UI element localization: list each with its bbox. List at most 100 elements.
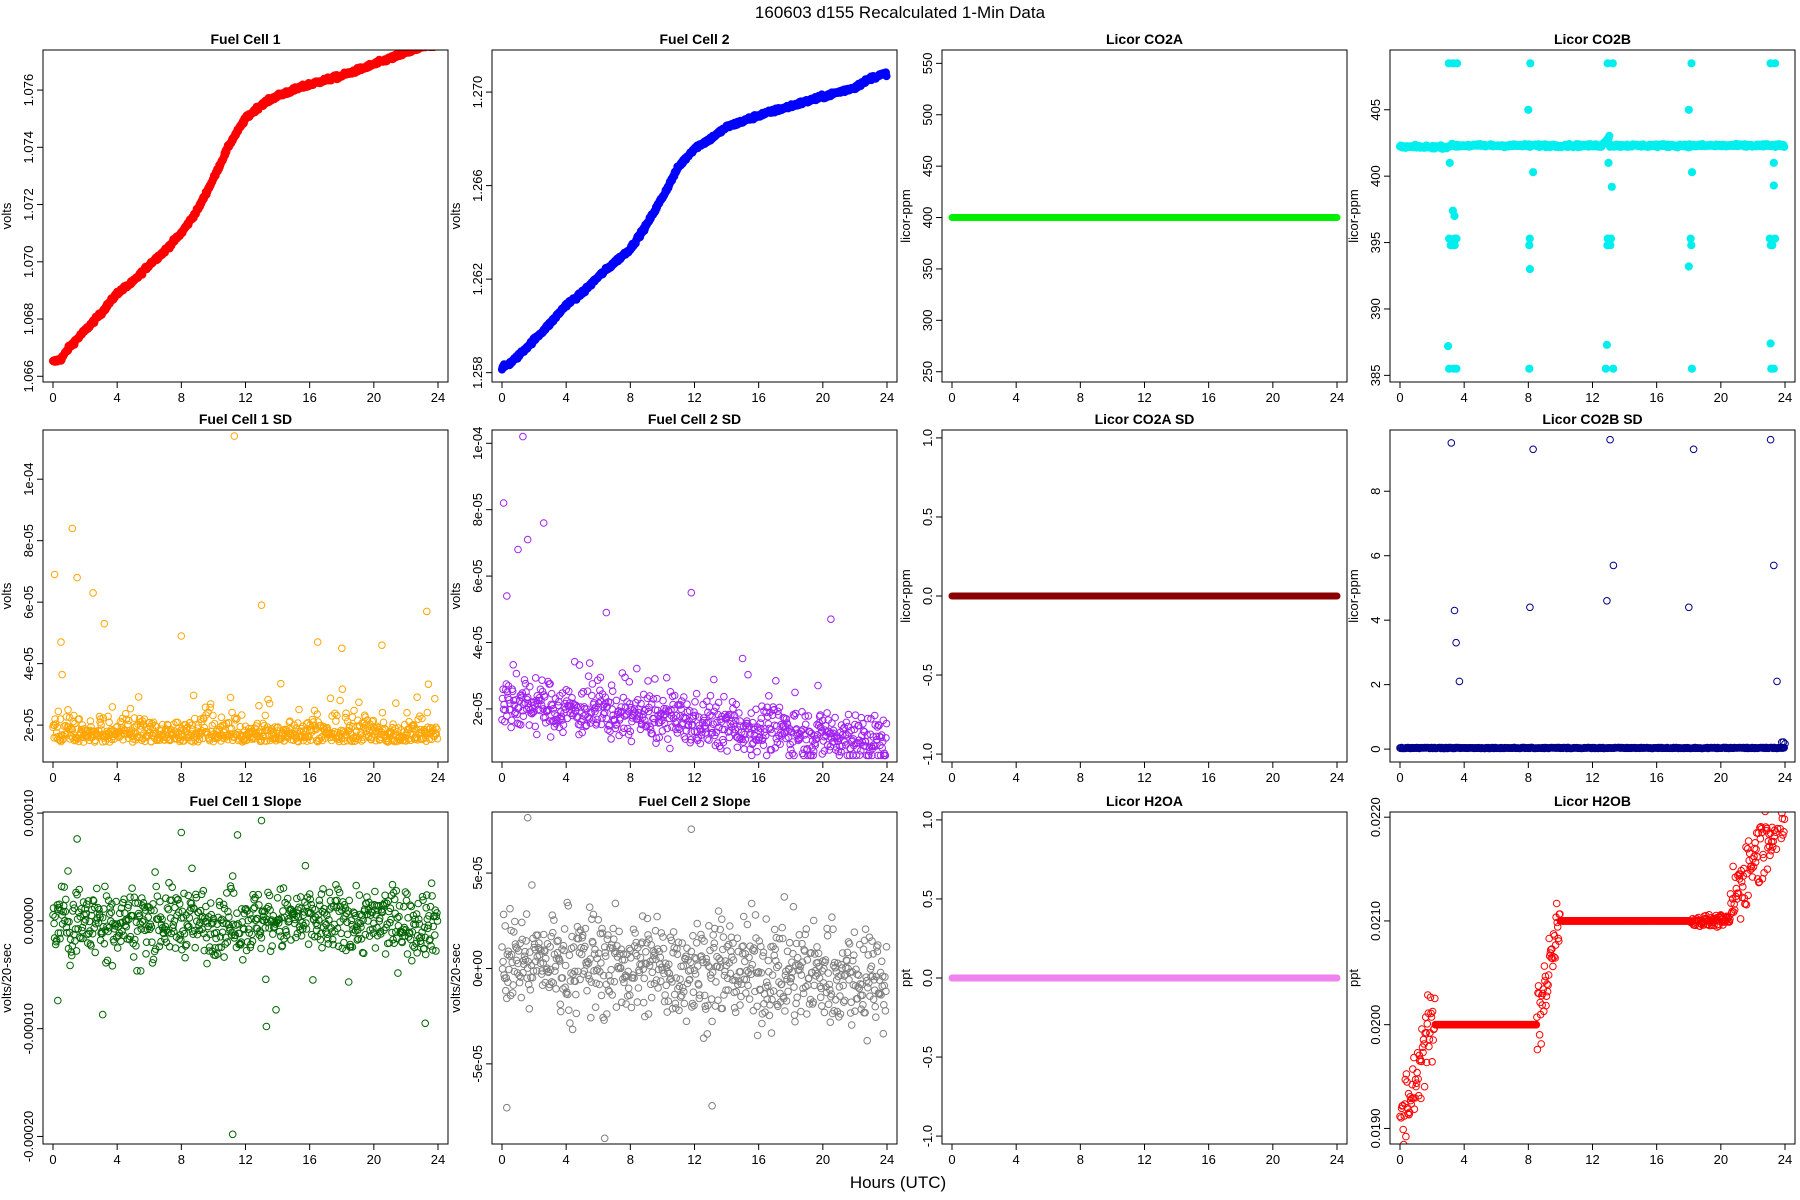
data-point — [257, 944, 265, 953]
data-point — [282, 928, 290, 936]
data-point — [787, 745, 795, 754]
x-tick-label: 4 — [563, 390, 570, 405]
x-tick-label: 0 — [948, 770, 955, 785]
data-point — [620, 712, 629, 720]
data-point — [184, 723, 192, 731]
data-point — [168, 883, 176, 892]
data-point — [1605, 131, 1614, 140]
data-point — [393, 914, 402, 922]
data-point — [865, 751, 873, 760]
data-point — [677, 705, 685, 713]
outlier-point — [1604, 158, 1613, 167]
data-point — [433, 909, 441, 917]
data-point — [184, 923, 192, 931]
data-point — [424, 924, 432, 933]
outlier-point — [313, 638, 322, 646]
data-point — [806, 728, 814, 736]
data-point — [398, 938, 407, 947]
data-point — [625, 678, 634, 686]
data-point — [206, 899, 215, 907]
data-point — [1779, 738, 1788, 746]
y-tick-label: 400 — [1368, 165, 1383, 187]
data-point — [380, 899, 389, 907]
data-point — [425, 912, 433, 920]
data-point — [662, 673, 671, 682]
data-point — [506, 991, 515, 1000]
data-point — [359, 916, 367, 925]
y-tick-label: 8 — [1368, 488, 1383, 495]
outlier-point — [687, 588, 696, 597]
y-tick-label: 0 — [1368, 745, 1383, 752]
data-point — [395, 902, 404, 910]
data-point — [392, 699, 400, 708]
x-tick-label: 24 — [431, 390, 445, 405]
data-point — [646, 722, 654, 731]
data-point — [186, 718, 194, 727]
y-tick-label: 500 — [920, 104, 935, 126]
data-point — [264, 902, 273, 911]
outlier-point — [1769, 364, 1778, 373]
data-point — [343, 918, 351, 927]
y-tick-label: 450 — [920, 155, 935, 177]
data-point — [294, 737, 303, 746]
data-point — [427, 942, 435, 950]
outlier-point — [1768, 241, 1777, 250]
x-tick-label: 12 — [238, 1152, 252, 1167]
data-point — [842, 718, 851, 727]
data-point — [313, 710, 322, 719]
data-point — [786, 740, 795, 749]
data-point — [223, 889, 231, 897]
data-point — [369, 929, 378, 938]
outlier-point — [1525, 234, 1534, 243]
data-point — [685, 707, 694, 715]
data-point — [545, 717, 554, 725]
outlier-point — [602, 608, 611, 617]
data-point — [227, 931, 236, 940]
data-point — [651, 675, 659, 683]
data-point — [195, 735, 204, 744]
data-point — [279, 884, 288, 892]
outlier-point — [1525, 241, 1534, 250]
data-point — [556, 691, 564, 700]
data-point — [414, 899, 423, 908]
data-point — [400, 923, 409, 932]
x-tick-label: 16 — [302, 1152, 316, 1167]
data-point — [84, 897, 93, 905]
data-point — [734, 733, 742, 742]
y-tick-label: 0.5 — [920, 508, 935, 526]
data-point — [124, 720, 132, 729]
data-point — [575, 661, 584, 669]
data-point — [161, 935, 169, 943]
data-point — [767, 725, 775, 734]
data-point — [388, 880, 397, 889]
data-point — [413, 693, 421, 702]
outlier-point — [1687, 168, 1697, 177]
data-point — [402, 896, 411, 905]
data-point — [277, 914, 286, 922]
data-point — [357, 737, 366, 745]
data-point — [340, 901, 349, 909]
outlier-point — [1687, 59, 1696, 68]
data-point — [508, 989, 517, 997]
data-point — [174, 895, 182, 904]
data-point — [423, 41, 430, 48]
data-point — [426, 41, 433, 48]
outlier-point — [1452, 638, 1460, 647]
data-point — [325, 916, 333, 924]
data-point — [173, 718, 182, 727]
data-point — [378, 708, 387, 717]
outlier-point — [1453, 59, 1462, 68]
data-point — [65, 918, 73, 926]
data-point — [681, 735, 690, 743]
data-point — [189, 691, 198, 700]
data-point — [206, 700, 215, 708]
data-point — [333, 711, 341, 720]
data-point — [428, 892, 436, 900]
data-point — [812, 735, 821, 744]
data-point — [266, 947, 275, 956]
outlier-point — [827, 615, 835, 624]
data-point — [256, 929, 265, 937]
data-point — [169, 924, 177, 932]
